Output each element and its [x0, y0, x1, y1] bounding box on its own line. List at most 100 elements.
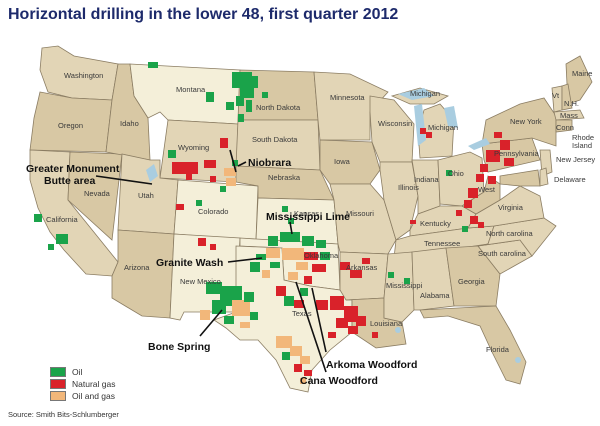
- label-michigan-upper: Michigan: [410, 89, 440, 98]
- legend-item-oil-and-gas: Oil and gas: [50, 390, 115, 401]
- label-louisiana: Louisiana: [370, 319, 403, 328]
- label-nevada: Nevada: [84, 189, 111, 198]
- state-nevada: [67, 151, 123, 241]
- drilling-patch-oil: [246, 100, 252, 112]
- label-pennsylvania: Pennsylvania: [494, 149, 539, 158]
- legend-item-oil: Oil: [50, 366, 115, 377]
- drilling-patch-oil: [284, 296, 294, 306]
- water-features: [146, 88, 521, 363]
- label-ohio: Ohio: [448, 169, 464, 178]
- state-alabama: [411, 247, 455, 311]
- label-arkansas: Arkansas: [346, 263, 378, 272]
- drilling-patch-natural-gas: [312, 264, 326, 272]
- region-bone-spring: Bone Spring: [148, 341, 210, 353]
- label-north-dakota: North Dakota: [256, 103, 301, 112]
- leader-arkoma: [311, 287, 327, 353]
- label-missouri: Missouri: [346, 209, 374, 218]
- state-maryland: [499, 169, 541, 187]
- leader-lines: [95, 149, 327, 373]
- leader-greater-monument: [95, 175, 153, 185]
- drilling-patch-oil: [320, 252, 330, 260]
- drilling-patch-natural-gas: [328, 332, 336, 338]
- label-new-jersey: New Jersey: [556, 155, 595, 164]
- drilling-patch-natural-gas: [294, 300, 304, 308]
- region-greater-monument-line1: Greater Monument: [26, 163, 120, 175]
- region-greater-monument-line2: Butte area: [44, 175, 96, 187]
- drilling-patch-natural-gas: [494, 132, 502, 138]
- drilling-patch-oil: [196, 200, 202, 206]
- drilling-patch-oil: [48, 244, 54, 250]
- label-illinois: Illinois: [398, 183, 419, 192]
- drilling-patch-oil: [226, 102, 234, 110]
- drilling-patch-oil: [220, 186, 226, 192]
- label-vermont: Vt: [552, 91, 560, 100]
- lake-huron: [444, 106, 458, 128]
- label-nebraska: Nebraska: [268, 173, 301, 182]
- lake-erie: [468, 138, 490, 150]
- drilling-patch-natural-gas: [468, 188, 478, 198]
- drilling-patch-oil: [148, 62, 158, 68]
- label-colorado: Colorado: [198, 207, 228, 216]
- drilling-patch-natural-gas: [426, 132, 432, 138]
- drilling-patch-natural-gas: [304, 276, 312, 284]
- label-oregon: Oregon: [58, 121, 83, 130]
- label-california: California: [46, 215, 79, 224]
- leader-granite-wash: [227, 257, 263, 263]
- drilling-patch-oil-and-gas: [224, 168, 236, 176]
- drilling-patch-oil: [232, 160, 238, 166]
- label-rhode-island-1: Rhode: [572, 133, 594, 142]
- drilling-patch-oil: [302, 236, 314, 246]
- legend-label-oil: Oil: [72, 366, 83, 377]
- region-granite-wash: Granite Wash: [156, 257, 223, 269]
- leader-mississippi-lime: [289, 221, 293, 235]
- label-virginia: Virginia: [498, 203, 524, 212]
- drilling-patch-oil-and-gas: [300, 356, 310, 364]
- label-michigan-lower: Michigan: [428, 123, 458, 132]
- state-minnesota: [313, 71, 389, 141]
- label-georgia: Georgia: [458, 277, 486, 286]
- label-kentucky: Kentucky: [420, 219, 451, 228]
- drilling-patch-natural-gas: [198, 238, 206, 246]
- drilling-patch-oil: [236, 96, 244, 106]
- drilling-patch-oil-and-gas: [282, 248, 304, 260]
- drilling-patch-natural-gas: [330, 296, 344, 310]
- label-west-virginia: West: [478, 185, 496, 194]
- lake-superior: [398, 88, 434, 100]
- state-labels: Washington Oregon California Nevada Idah…: [46, 69, 595, 354]
- drilling-patch-natural-gas: [456, 210, 462, 216]
- drilling-patch-oil: [168, 150, 176, 158]
- drilling-patch-natural-gas: [340, 262, 350, 270]
- drilling-patch-natural-gas: [276, 286, 286, 296]
- state-connecticut: [555, 119, 573, 133]
- drilling-patch-oil: [238, 114, 244, 122]
- state-arizona: [111, 229, 175, 319]
- drilling-patch-natural-gas: [220, 138, 228, 148]
- label-south-carolina: South carolina: [478, 249, 527, 258]
- legend-swatch-oil-and-gas: [50, 390, 66, 401]
- lake-michigan: [414, 104, 426, 146]
- leader-niobrara-1: [229, 149, 237, 173]
- drilling-patch-natural-gas: [172, 162, 198, 174]
- drilling-patch-natural-gas: [336, 318, 348, 328]
- drilling-patch-oil: [270, 262, 280, 268]
- drilling-patch-oil: [288, 218, 294, 224]
- drilling-patch-oil: [250, 312, 258, 320]
- region-niobrara: Niobrara: [248, 157, 291, 169]
- drilling-patches: [34, 62, 514, 384]
- drilling-patch-oil: [206, 92, 214, 102]
- drilling-patch-oil: [446, 170, 452, 176]
- drilling-patch-natural-gas: [356, 316, 366, 326]
- label-mississippi: Mississippi: [386, 281, 423, 290]
- legend-label-oil-and-gas: Oil and gas: [72, 390, 115, 401]
- drilling-patch-oil: [244, 292, 254, 302]
- drilling-patch-oil-and-gas: [300, 378, 306, 384]
- label-texas: Texas: [292, 309, 312, 318]
- drilling-patch-natural-gas: [348, 326, 358, 334]
- state-texas: [213, 245, 353, 393]
- state-georgia: [445, 245, 501, 307]
- label-oklahoma: Oklahoma: [304, 251, 339, 260]
- drilling-patch-natural-gas: [410, 220, 416, 224]
- region-arkoma-woodford: Arkoma Woodford: [326, 359, 417, 371]
- map-title: Horizontal drilling in the lower 48, fir…: [8, 6, 399, 23]
- drilling-patch-natural-gas: [176, 204, 184, 210]
